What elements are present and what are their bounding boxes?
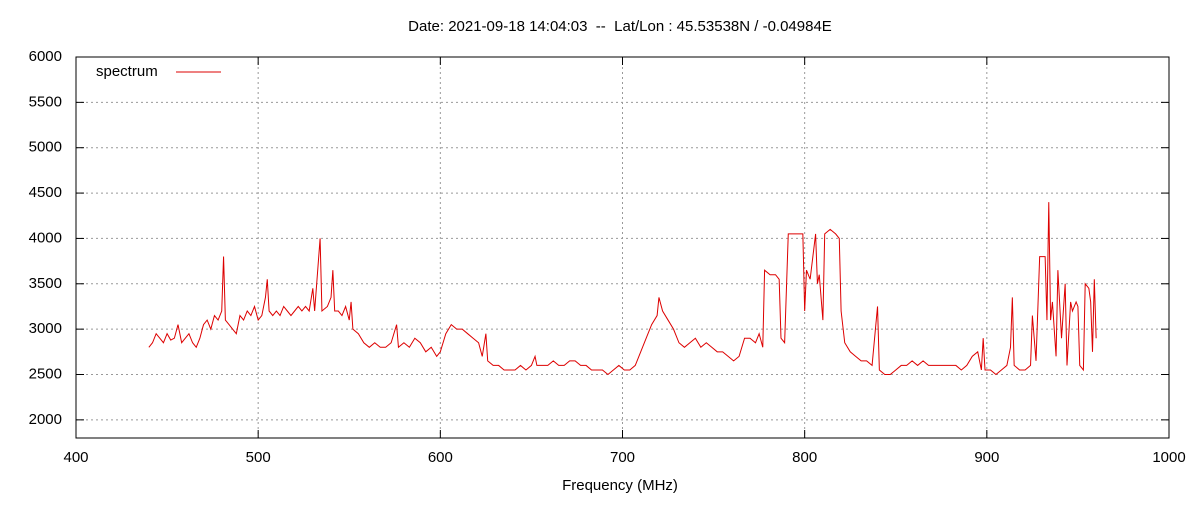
y-tick-label: 5500 [29,93,62,110]
chart-title: Date: 2021-09-18 14:04:03 -- Lat/Lon : 4… [408,18,832,35]
y-tick-label: 6000 [29,48,62,65]
x-tick-label: 800 [792,449,817,466]
x-tick-label: 600 [428,449,453,466]
x-tick-label: 1000 [1152,449,1185,466]
x-axis-label: Frequency (MHz) [562,477,678,494]
y-tick-label: 3000 [29,320,62,337]
y-tick-label: 2000 [29,411,62,428]
x-tick-label: 500 [246,449,271,466]
x-tick-label: 700 [610,449,635,466]
y-tick-label: 4000 [29,229,62,246]
x-tick-label: 900 [974,449,999,466]
y-tick-label: 2500 [29,365,62,382]
y-tick-label: 5000 [29,139,62,156]
x-tick-label: 400 [63,449,88,466]
y-tick-label: 4500 [29,184,62,201]
legend-label: spectrum [96,63,158,80]
plot-frame [75,56,1170,439]
y-tick-label: 3500 [29,275,62,292]
line-series [148,202,1097,376]
